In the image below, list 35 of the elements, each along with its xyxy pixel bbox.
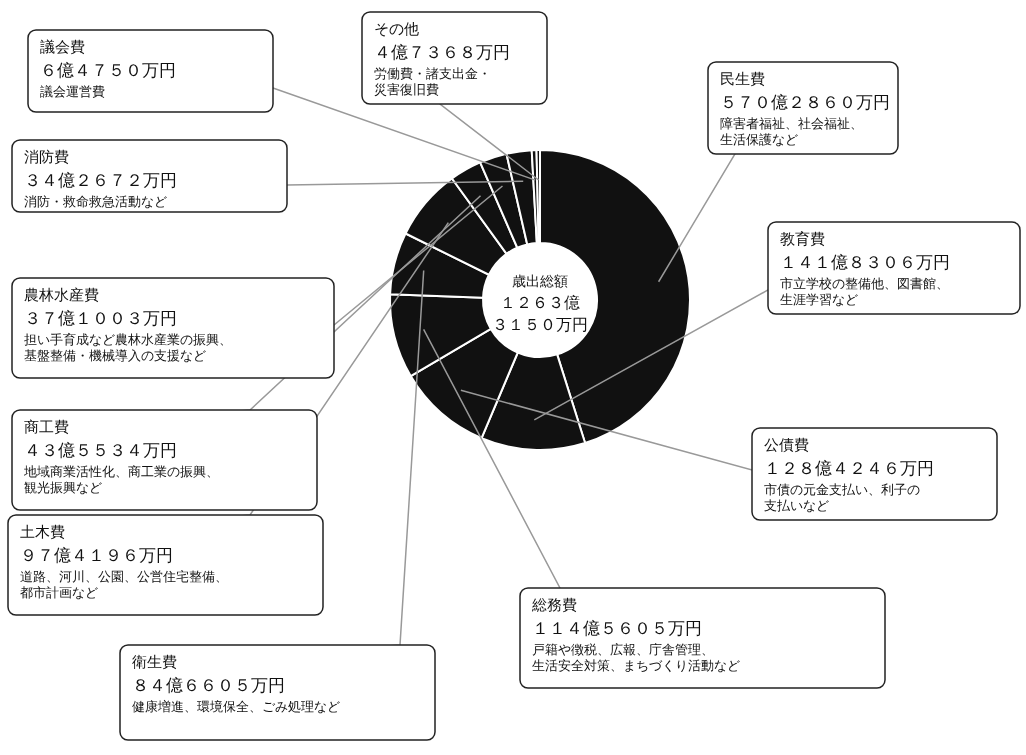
- text: 地域商業活性化、商工業の振興、観光振興など: [24, 464, 219, 495]
- text: １４１億８３０６万円: [780, 252, 950, 272]
- slice-label: 農林水産費: [24, 286, 99, 304]
- slice-label: 民生費: [720, 70, 765, 88]
- slice-label: 総務費: [531, 596, 577, 614]
- text: 市債の元金支払い、利子の支払いなど: [764, 482, 920, 513]
- text: ４億７３６８万円: [374, 42, 510, 62]
- text: 戸籍や徴税、広報、庁舎管理、生活安全対策、まちづくり活動など: [532, 642, 740, 673]
- text: 障害者福祉、社会福祉、生活保護など: [720, 116, 863, 147]
- text: ９７億４１９６万円: [20, 545, 173, 565]
- slice-label: 議会費: [40, 38, 85, 56]
- text: 市立学校の整備他、図書館、生涯学習など: [780, 276, 949, 307]
- text: ４３億５５３４万円: [24, 440, 177, 460]
- text: ８４億６６０５万円: [132, 675, 285, 695]
- text: 健康増進、環境保全、ごみ処理など: [132, 699, 340, 714]
- text: ３４億２６７２万円: [24, 170, 177, 190]
- slice-label: 土木費: [20, 523, 65, 541]
- slice-label: 消防費: [24, 148, 69, 166]
- text: 議会運営費: [40, 84, 105, 99]
- text: １２８億４２４６万円: [764, 458, 934, 478]
- text: 担い手育成など農林水産業の振興、基盤整備・機械導入の支援など: [24, 332, 232, 363]
- text: 労働費・諸支出金・災害復旧費: [374, 66, 491, 97]
- text: １２６３億３１５０万円: [492, 293, 588, 334]
- text: ６億４７５０万円: [40, 60, 176, 80]
- text: １１４億５６０５万円: [532, 618, 702, 638]
- slice-label: その他: [374, 20, 419, 38]
- text: 消防・救命救急活動など: [24, 194, 167, 209]
- slice-label: 衛生費: [132, 653, 177, 671]
- slice-label: 公債費: [764, 436, 809, 454]
- slice-label: 教育費: [780, 230, 825, 248]
- slice-label: 商工費: [24, 418, 69, 436]
- text: ３７億１００３万円: [24, 308, 177, 328]
- text: 歳出総額: [512, 273, 568, 289]
- text: 道路、河川、公園、公営住宅整備、都市計画など: [20, 569, 228, 600]
- text: ５７０億２８６０万円: [720, 92, 890, 112]
